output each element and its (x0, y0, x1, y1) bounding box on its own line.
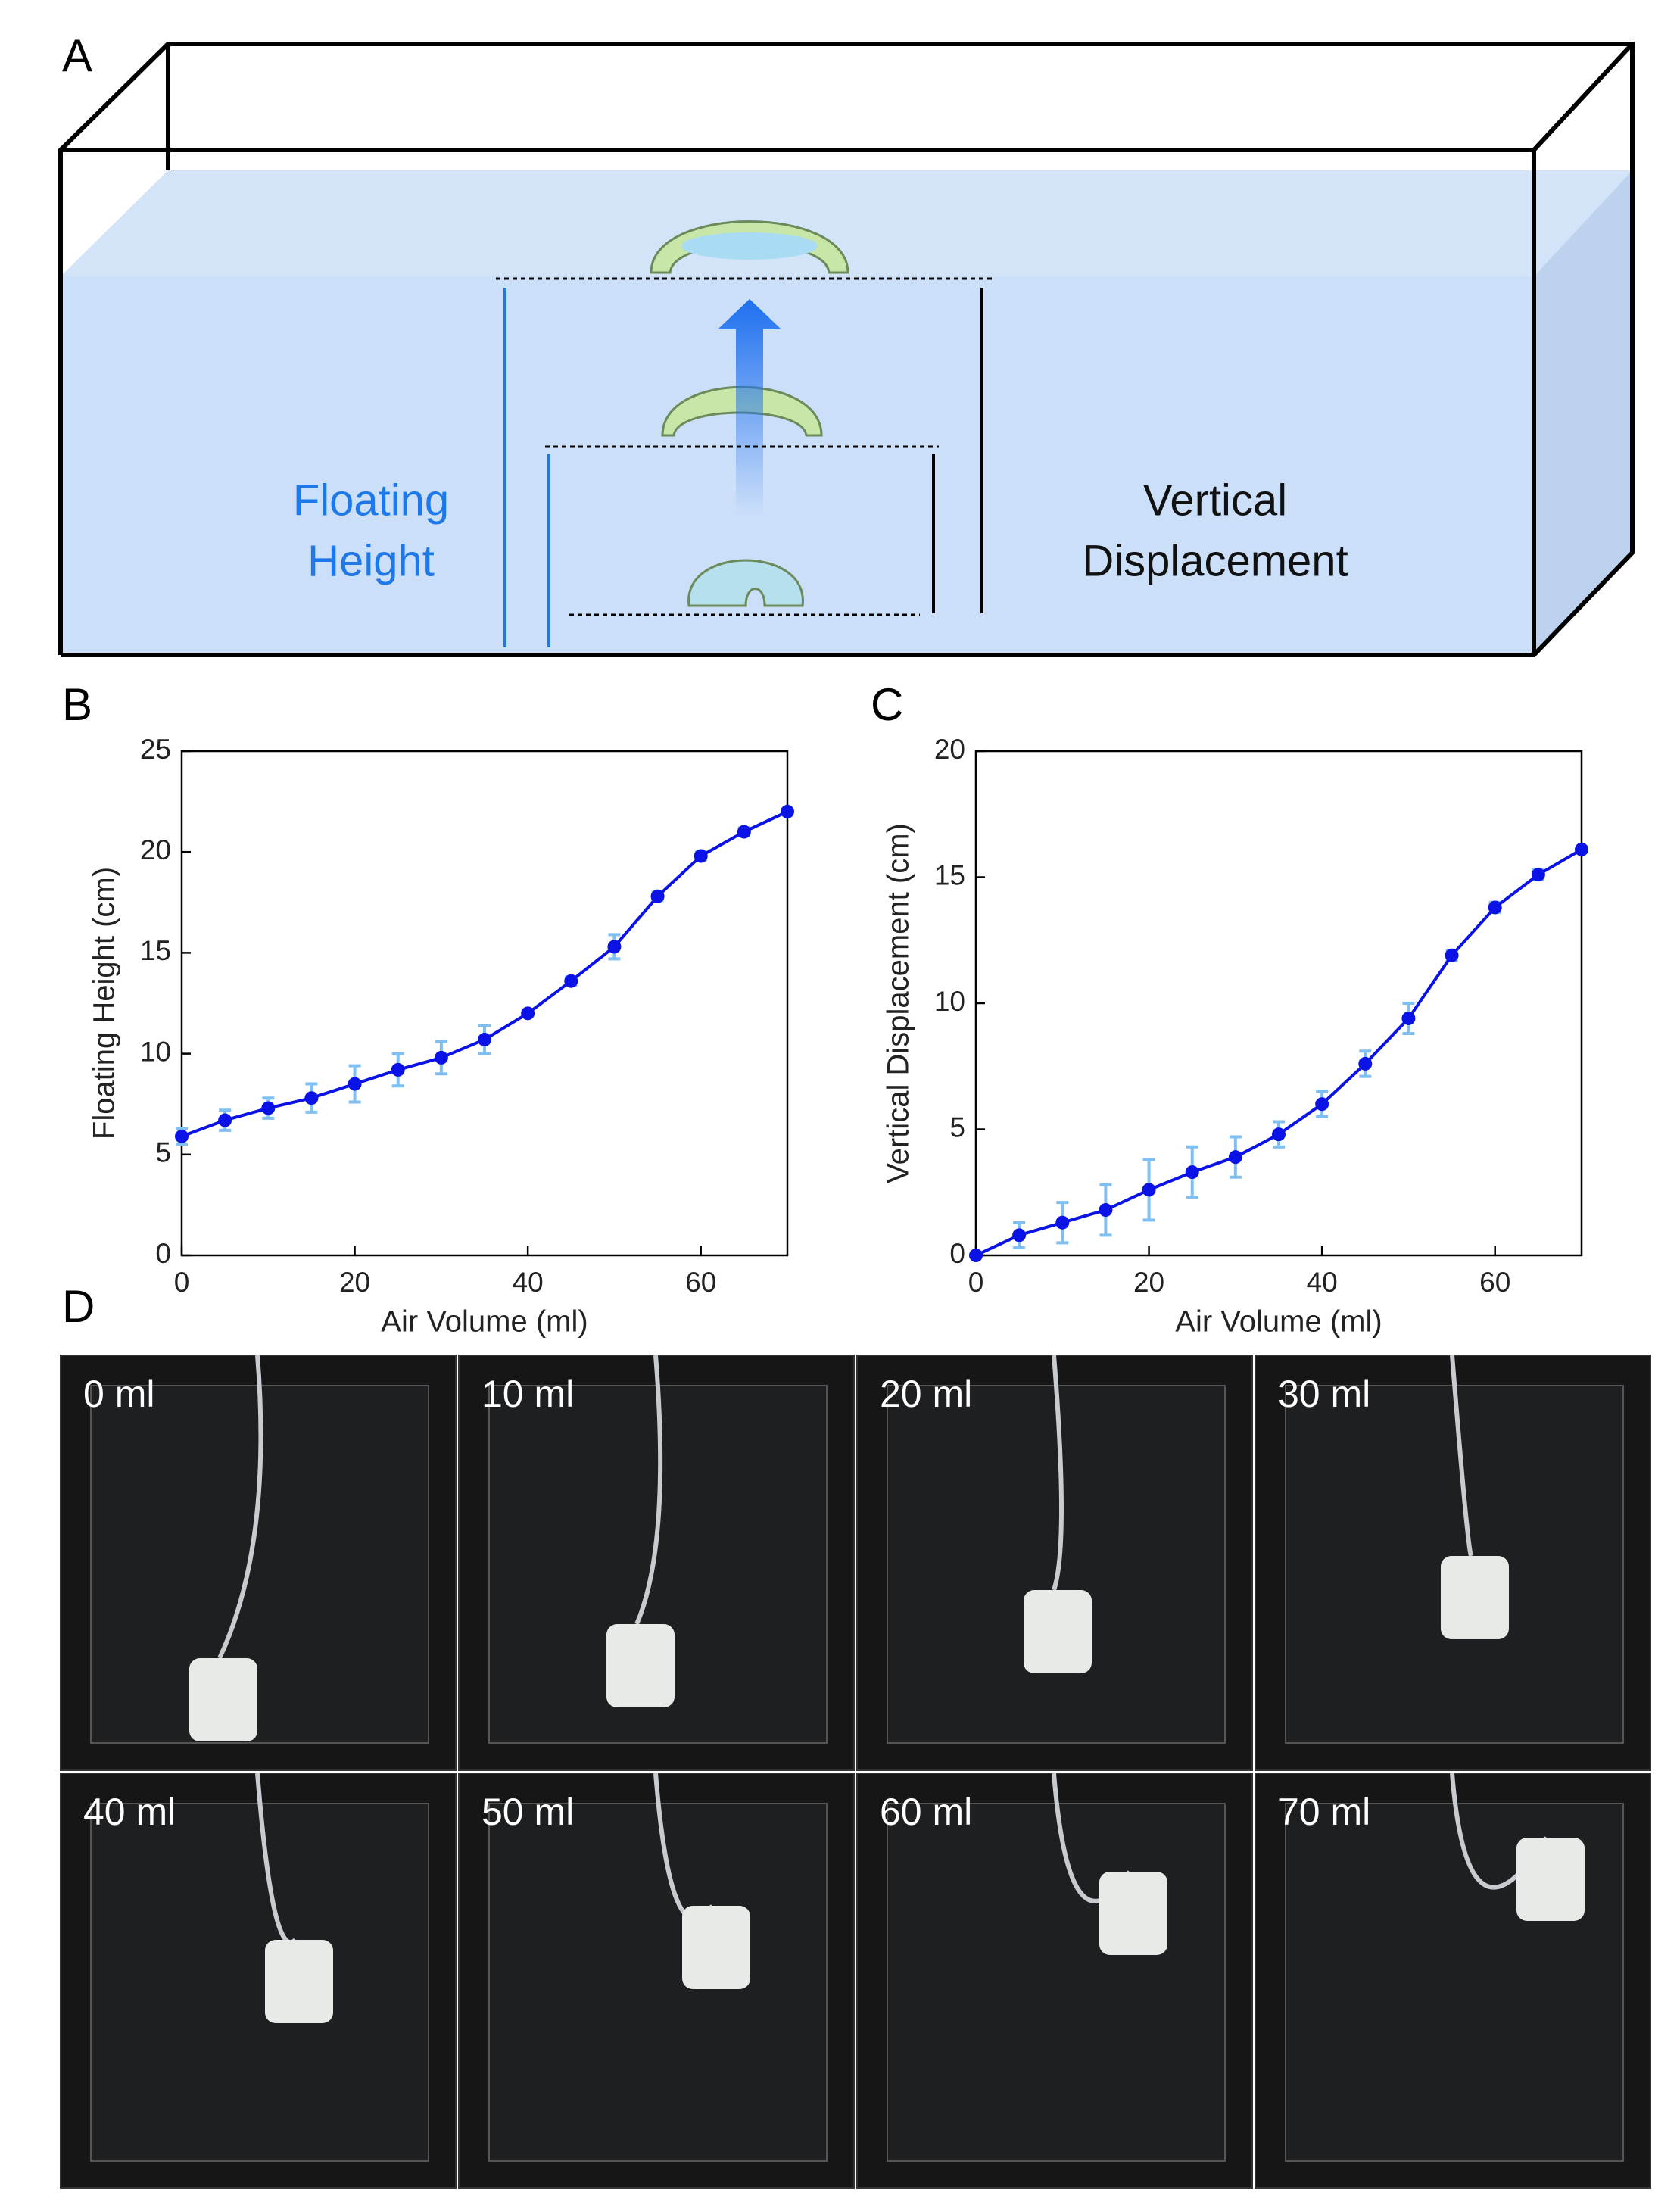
x-tick-label: 40 (513, 1267, 544, 1298)
plot-frame (180, 750, 789, 1257)
diagram-label: Vertical (1143, 475, 1287, 525)
data-point (650, 889, 665, 903)
data-point (304, 1091, 319, 1105)
arrow (718, 299, 781, 515)
y-tick-label: 20 (934, 734, 965, 765)
data-point (1185, 1165, 1199, 1180)
y-tick-label: 15 (140, 935, 171, 966)
photo-robot (265, 1940, 333, 2023)
panel-label: A (62, 30, 92, 81)
diagram-label: Floating (293, 475, 449, 525)
photo-label: 60 ml (880, 1791, 972, 1833)
data-point (521, 1006, 535, 1021)
panel-label: B (62, 679, 92, 730)
data-point (781, 804, 794, 818)
y-tick-label: 10 (934, 986, 965, 1017)
photo-robot (1024, 1590, 1092, 1673)
height-arrow (503, 288, 550, 647)
photo-tube (634, 1355, 663, 1626)
water-side (1534, 170, 1632, 655)
photo-label: 40 ml (83, 1791, 176, 1833)
x-tick-label: 20 (339, 1267, 370, 1298)
photo-glass (90, 1803, 429, 2162)
cup-top (681, 232, 818, 260)
y-tick-label: 0 (155, 1238, 171, 1269)
data-point (607, 940, 622, 954)
y-tick-label: 15 (934, 859, 965, 890)
y-tick-label: 20 (140, 834, 171, 865)
data-point (969, 1249, 983, 1262)
photo-robot (1441, 1556, 1509, 1639)
plot-frame (974, 750, 1583, 1257)
tank-edge (61, 42, 1635, 152)
photo-tube (1052, 1355, 1064, 1591)
photo-tube (1450, 1355, 1473, 1557)
y-tick-label: 10 (140, 1036, 171, 1067)
photo-glass (887, 1385, 1226, 1744)
y-axis-label: Floating Height (cm) (88, 867, 121, 1140)
data-point (218, 1113, 232, 1127)
photo-robot (606, 1624, 675, 1707)
data-point (564, 974, 578, 988)
level-line (496, 277, 996, 616)
photo-label: 0 ml (83, 1373, 154, 1415)
x-axis-label: Air Volume (ml) (1175, 1305, 1382, 1339)
tank-diagram: Floating Height Vertical Displacement (58, 42, 1635, 657)
data-point (1055, 1215, 1070, 1230)
data-point (478, 1032, 491, 1046)
diagram-label: Height (307, 536, 435, 585)
data-point (434, 1050, 448, 1065)
x-tick-label: 60 (1479, 1267, 1510, 1298)
data-point (1575, 842, 1588, 856)
x-axis-label: Air Volume (ml) (381, 1305, 588, 1339)
y-tick-label: 25 (140, 734, 171, 765)
photo-robot (189, 1658, 257, 1741)
photo-robot (1099, 1872, 1167, 1955)
data-point (1488, 900, 1502, 915)
data-point (1358, 1056, 1373, 1071)
photo-robot (1516, 1838, 1585, 1921)
cup-bottom (687, 559, 804, 607)
diagram-label: Displacement (1082, 536, 1348, 585)
x-tick-label: 60 (685, 1267, 716, 1298)
x-tick-label: 0 (174, 1267, 190, 1298)
data-point (694, 849, 708, 863)
photo-label: 50 ml (482, 1791, 574, 1833)
data-point (175, 1129, 189, 1143)
panel-label: C (871, 679, 903, 730)
data-point (1315, 1097, 1329, 1112)
panel-label: D (62, 1281, 95, 1332)
data-point (737, 825, 751, 839)
photo-label: 10 ml (482, 1373, 574, 1415)
x-tick-label: 0 (968, 1267, 984, 1298)
x-tick-label: 40 (1307, 1267, 1338, 1298)
data-point (348, 1077, 362, 1091)
photo-label: 70 ml (1278, 1791, 1370, 1833)
photo-glass (488, 1803, 828, 2162)
displacement-arrow (932, 288, 983, 613)
data-point (1531, 868, 1545, 882)
data-point (1272, 1127, 1286, 1142)
y-axis-label: Vertical Displacement (cm) (882, 823, 915, 1183)
y-tick-label: 5 (949, 1112, 965, 1143)
data-point (261, 1101, 276, 1115)
data-point (1012, 1228, 1027, 1242)
photo-glass (887, 1803, 1226, 2162)
data-point (391, 1062, 405, 1077)
data-point (1099, 1203, 1113, 1218)
photo-label: 30 ml (1278, 1373, 1370, 1415)
data-point (1401, 1011, 1416, 1025)
data-point (1142, 1183, 1156, 1197)
y-tick-label: 0 (949, 1238, 965, 1269)
water-surface (61, 170, 1632, 276)
photo-robot (682, 1906, 750, 1989)
y-tick-label: 5 (155, 1137, 171, 1168)
data-point (1228, 1150, 1242, 1165)
photo-label: 20 ml (880, 1373, 972, 1415)
photo-tube (217, 1355, 263, 1660)
x-tick-label: 20 (1133, 1267, 1164, 1298)
data-point (1445, 948, 1459, 962)
